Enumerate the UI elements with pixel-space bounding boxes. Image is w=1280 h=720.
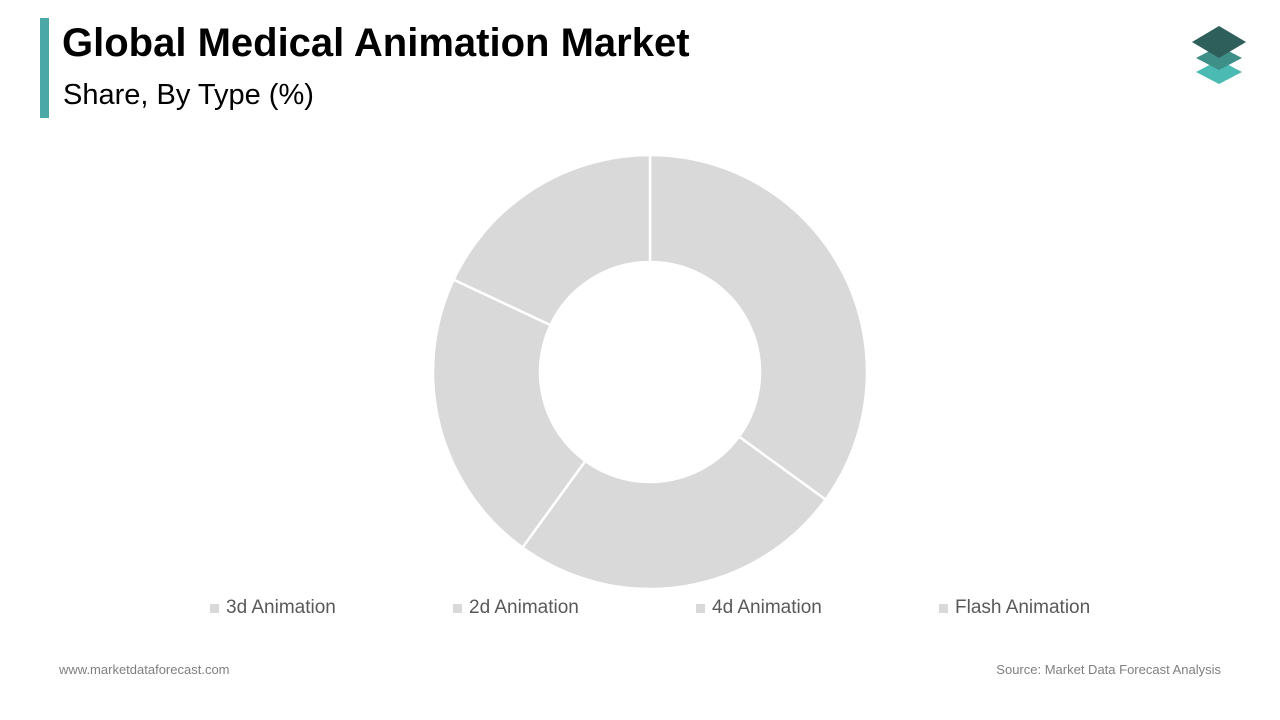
chart-title: Global Medical Animation Market bbox=[62, 21, 690, 65]
stacked-layers-icon bbox=[1192, 26, 1246, 84]
legend-swatch bbox=[453, 603, 462, 613]
donut-slice-flash-animation bbox=[451, 153, 652, 327]
legend-label: 2d Animation bbox=[469, 597, 579, 618]
footer-source: Source: Market Data Forecast Analysis bbox=[996, 662, 1221, 677]
chart-subtitle: Share, By Type (%) bbox=[63, 79, 314, 111]
donut-slice-3d-animation bbox=[648, 153, 869, 502]
legend-item-2d-animation: 2d Animation bbox=[453, 596, 579, 620]
title-accent-bar bbox=[40, 18, 49, 118]
legend-item-3d-animation: 3d Animation bbox=[210, 596, 336, 620]
legend-swatch bbox=[939, 603, 948, 613]
legend-item-flash-animation: Flash Animation bbox=[939, 596, 1090, 620]
legend-label: 3d Animation bbox=[226, 597, 336, 618]
legend-swatch bbox=[696, 603, 705, 613]
legend-label: Flash Animation bbox=[955, 597, 1091, 618]
logo-layer-bottom bbox=[1196, 60, 1242, 84]
footer-website: www.marketdataforecast.com bbox=[59, 662, 230, 677]
legend-item-4d-animation: 4d Animation bbox=[696, 596, 822, 620]
donut-slice-2d-animation bbox=[520, 434, 828, 591]
legend-swatch bbox=[210, 603, 219, 613]
logo-layer-top bbox=[1192, 26, 1246, 58]
legend-label: 4d Animation bbox=[712, 597, 822, 618]
donut-slice-4d-animation bbox=[431, 277, 588, 550]
